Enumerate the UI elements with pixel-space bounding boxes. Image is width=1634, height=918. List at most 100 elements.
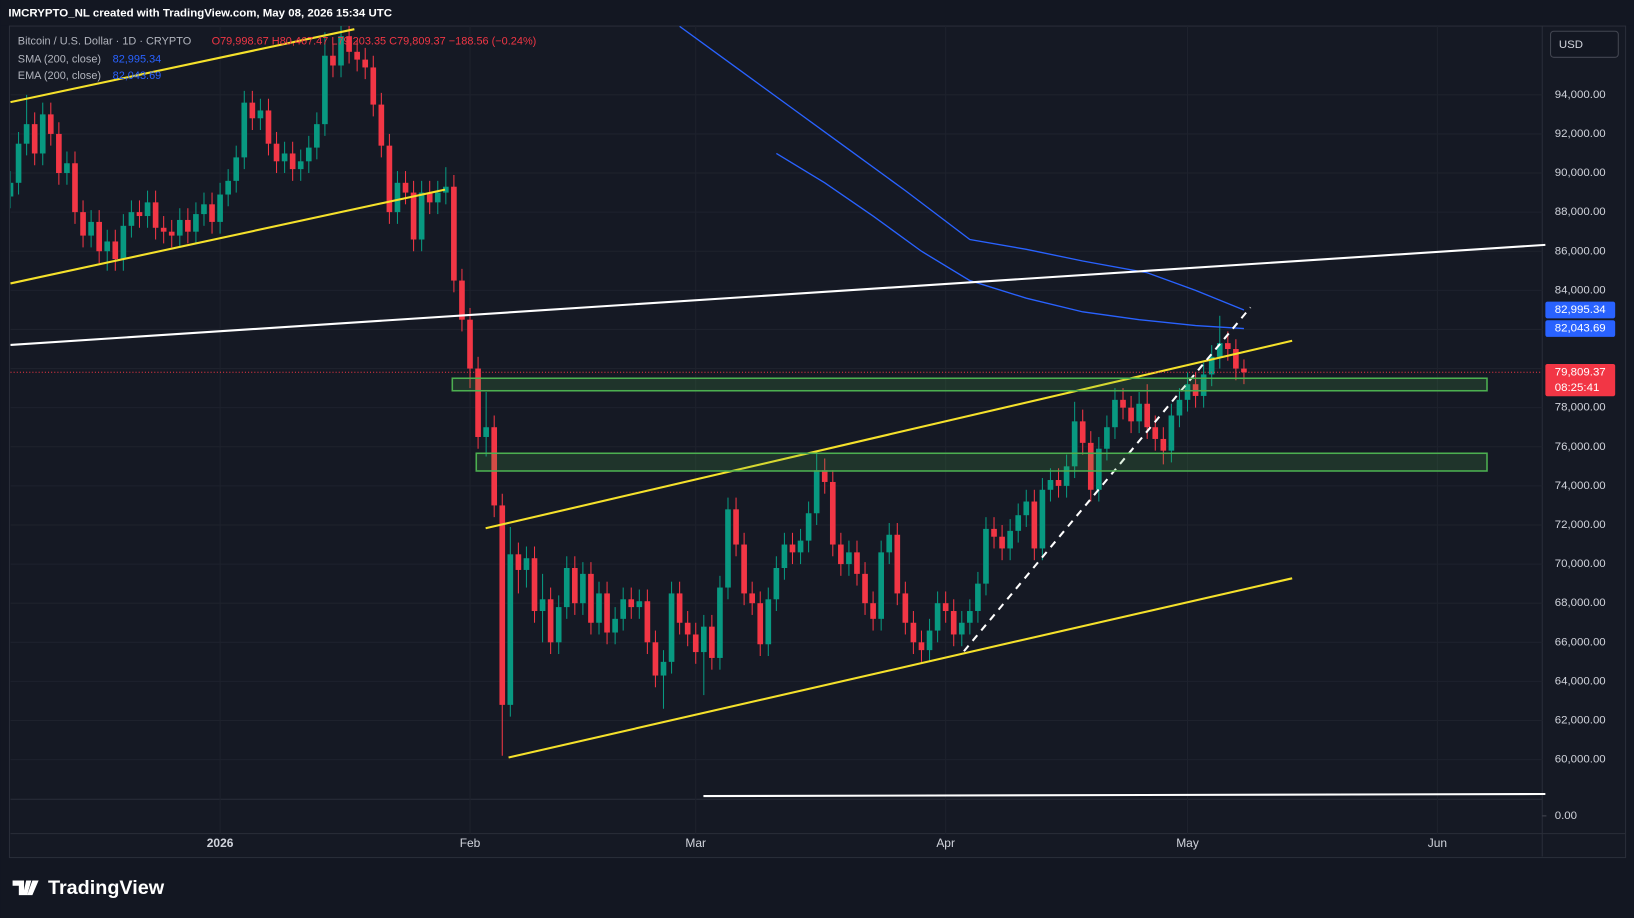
candle-body [1152, 427, 1159, 439]
candle-body [588, 573, 594, 623]
candle-body [475, 368, 481, 437]
candle-body [281, 153, 288, 162]
candle-body [426, 192, 433, 203]
candle-body [233, 157, 240, 181]
candle-body [346, 36, 352, 52]
price-badge [1545, 301, 1616, 319]
currency-button[interactable] [1550, 30, 1619, 58]
candle-body [1176, 399, 1183, 416]
candle-body [88, 221, 94, 236]
candle-body [491, 427, 498, 506]
x-tick-label: Apr [936, 836, 955, 850]
header: IMCRYPTO_NL created with TradingView.com… [8, 8, 392, 20]
candle-body [354, 51, 360, 60]
candle-body [1096, 448, 1102, 490]
candle-body [152, 202, 159, 228]
candle-body [870, 603, 876, 619]
candle-body [1087, 442, 1094, 490]
candle-body [362, 59, 369, 68]
y-tick-label: 78,000.00 [1555, 402, 1606, 414]
candle-body [434, 192, 441, 203]
candle-body [1047, 480, 1054, 490]
y-tick-label: 84,000.00 [1555, 284, 1606, 296]
candle-body [160, 227, 167, 232]
candle-body [950, 611, 957, 635]
price-badge [1545, 320, 1616, 337]
candle-body [612, 618, 618, 633]
candle-body [1055, 480, 1062, 486]
candle-body [547, 599, 554, 643]
candle-body [1160, 438, 1167, 451]
candle-body [144, 202, 151, 217]
candle-body [499, 505, 506, 705]
candle-body [265, 110, 272, 144]
candle-body [273, 143, 280, 162]
candle-body [314, 124, 320, 148]
candle-body [838, 544, 844, 565]
candle-body [684, 622, 691, 635]
candle-body [394, 182, 401, 213]
candle-body [193, 214, 199, 232]
candle-body [741, 544, 747, 594]
candle-body [628, 599, 635, 608]
candle-body [56, 133, 62, 174]
candle-body [805, 513, 812, 541]
candle-body [1079, 421, 1086, 443]
candle-body [1112, 399, 1118, 428]
candle-body [975, 583, 981, 612]
candle-body [1128, 407, 1134, 422]
candle-body [96, 221, 102, 252]
candle-body [531, 558, 538, 612]
candle-body [1208, 356, 1215, 375]
candle-body [1136, 403, 1142, 422]
candle-body [934, 603, 941, 631]
candles [10, 26, 1247, 756]
candle-body [604, 593, 610, 633]
y-tick-label: 76,000.00 [1555, 441, 1606, 453]
candle-body [813, 470, 820, 514]
candle-body [120, 225, 127, 260]
legend-name: EMA (200, close) [18, 70, 101, 82]
candle-body [257, 110, 264, 119]
candle-body [128, 212, 135, 226]
candle-body [676, 593, 683, 623]
ohlc-legend: O79,998.67 H80,467.47 L79,203.35 C79,809… [212, 36, 537, 48]
candle-body [1031, 501, 1038, 549]
candle-body [515, 554, 522, 570]
candle-body [1039, 489, 1046, 549]
candle-body [596, 593, 602, 623]
candle-body [854, 552, 860, 574]
candle-body [168, 231, 175, 236]
candle-body [10, 182, 14, 197]
y-tick-label: 88,000.00 [1555, 206, 1606, 218]
candle-body [1023, 501, 1030, 516]
candle-body [15, 143, 22, 183]
grid [10, 26, 1543, 834]
indicator-line [776, 152, 1244, 330]
candle-body [386, 145, 393, 213]
candle-body [700, 626, 707, 653]
axes: 60,000.00 62,000.00 64,000.00 66,000.00 68,0… [10, 89, 1616, 850]
candle-body [999, 536, 1005, 549]
zone-box [451, 377, 1488, 392]
candle-body [1144, 403, 1151, 428]
legend-name: SMA (200, close) [18, 53, 101, 65]
candle-body [539, 599, 546, 612]
y-tick-label: 62,000.00 [1555, 715, 1606, 727]
candle-body [878, 552, 884, 619]
candle-body [958, 622, 965, 635]
indicator-lines [679, 26, 1245, 330]
candle-body [338, 36, 344, 66]
y-tick-label: 66,000.00 [1555, 636, 1606, 648]
candle-body [185, 219, 191, 232]
candle-body [571, 567, 578, 604]
trendline [508, 577, 1293, 759]
candle-body [668, 593, 675, 662]
currency[interactable]: USD [1559, 39, 1583, 51]
candle-body [709, 626, 715, 658]
indicator-line [679, 26, 1245, 311]
last-price-badge [1545, 363, 1616, 397]
countdown: 08:25:41 [1555, 382, 1600, 394]
y-tick-label: 70,000.00 [1555, 558, 1606, 570]
